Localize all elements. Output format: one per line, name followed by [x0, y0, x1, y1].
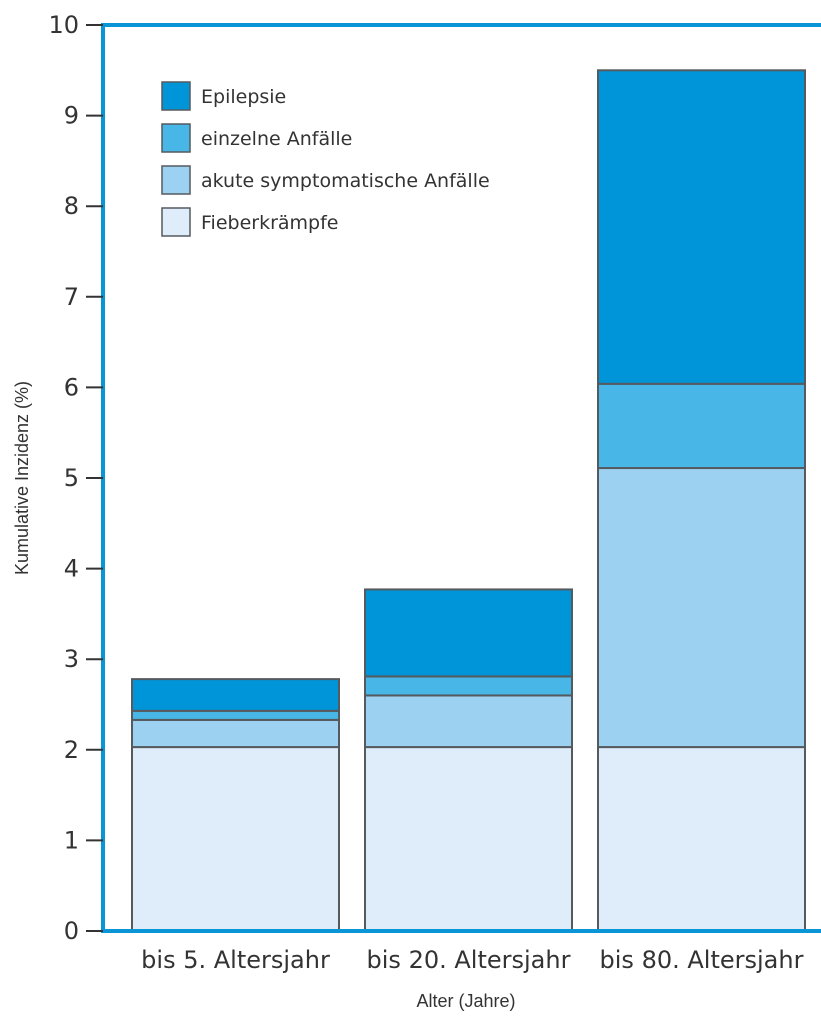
legend-label: akute symptomatische Anfälle: [201, 170, 490, 192]
y-tick-label: 9: [64, 102, 79, 130]
legend-swatch: [161, 123, 191, 153]
bar-segment-3-4: [597, 69, 806, 385]
y-tick-label: 4: [64, 555, 79, 583]
bar-segment-1-1: [131, 746, 340, 932]
y-axis-title: Kumulative Inzidenz (%): [12, 381, 32, 575]
y-axis-ticks: 0 1 2 3 4 5 6 7 8 9 10: [48, 11, 103, 945]
x-axis-title: Alter (Jahre): [416, 991, 515, 1011]
bar-segment-2-3: [364, 675, 573, 697]
bar-segment-3-1: [597, 746, 806, 932]
legend-label: Epilepsie: [201, 86, 286, 108]
x-category-label: bis 80. Altersjahr: [600, 946, 804, 974]
y-tick-label: 10: [48, 11, 79, 39]
x-category-label: bis 5. Altersjahr: [141, 946, 330, 974]
y-tick-label: 2: [64, 736, 79, 764]
y-tick-label: 3: [64, 645, 79, 673]
bar-segment-3-2: [597, 467, 806, 749]
legend-swatch: [161, 207, 191, 237]
bar-segment-1-4: [131, 678, 340, 712]
legend-swatch: [161, 165, 191, 195]
bar-segment-1-3: [131, 709, 340, 721]
bar-segment-1-2: [131, 718, 340, 749]
y-tick-label: 5: [64, 464, 79, 492]
legend-swatch: [161, 81, 191, 111]
bar-segment-2-4: [364, 588, 573, 678]
y-tick-label: 0: [64, 917, 79, 945]
legend-label: einzelne Anfälle: [201, 128, 352, 150]
bar-segment-3-3: [597, 382, 806, 470]
y-tick-label: 1: [64, 826, 79, 854]
x-axis-category-labels: bis 5. Altersjahr bis 20. Altersjahr bis 8…: [141, 946, 803, 974]
y-tick-label: 6: [64, 373, 79, 401]
bars-layer: [131, 69, 806, 932]
bar-segment-2-2: [364, 694, 573, 749]
x-category-label: bis 20. Altersjahr: [367, 946, 571, 974]
bar-segment-2-1: [364, 746, 573, 932]
y-tick-label: 8: [64, 192, 79, 220]
y-tick-label: 7: [64, 283, 79, 311]
legend-label: Fieberkrämpfe: [201, 212, 338, 234]
legend: Epilepsie einzelne Anfälle akute symptomat…: [161, 81, 490, 237]
